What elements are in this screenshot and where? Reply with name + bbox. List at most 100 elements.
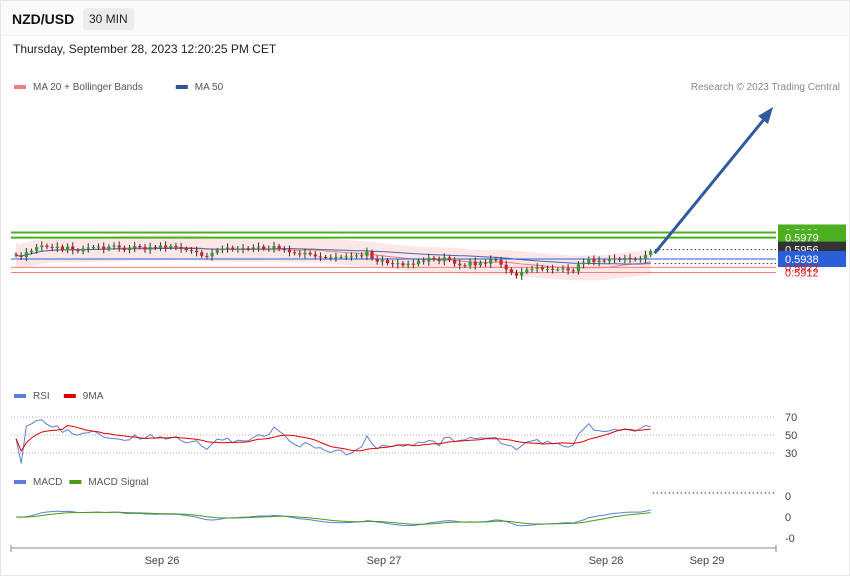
- candle-body: [241, 248, 245, 250]
- candle-body: [55, 246, 59, 249]
- rsi-legend-swatch-1: [63, 394, 76, 398]
- candle-body: [623, 257, 627, 261]
- candle-body: [576, 264, 581, 272]
- candle-body: [86, 247, 90, 249]
- candle-body: [293, 252, 297, 254]
- credit-text: Research © 2023 Trading Central: [691, 82, 840, 93]
- candle-body: [277, 246, 281, 250]
- candle-body: [499, 260, 503, 265]
- candle-body: [148, 247, 152, 250]
- candle-body: [489, 259, 493, 264]
- candle-body: [354, 255, 359, 257]
- candle-body: [29, 250, 34, 253]
- candle-body: [602, 260, 606, 262]
- candle-body: [50, 247, 54, 249]
- candle-body: [66, 246, 70, 251]
- candle-body: [375, 258, 379, 262]
- candle-body: [525, 269, 529, 272]
- main-legend-label-0: MA 20 + Bollinger Bands: [33, 82, 143, 93]
- candle-body: [231, 247, 235, 250]
- candle-body: [262, 246, 266, 249]
- candle-body: [251, 247, 255, 250]
- pivot-label-3: 0.5938: [785, 254, 819, 266]
- candle-body: [437, 259, 441, 262]
- candle-body: [406, 263, 410, 266]
- instrument-title: NZD/USD: [12, 11, 75, 27]
- macd-legend-label-0: MACD: [33, 477, 62, 488]
- x-tick-label-0: Sep 26: [145, 555, 180, 567]
- candle-body: [60, 246, 65, 251]
- candle-body: [205, 255, 209, 257]
- x-tick-label-1: Sep 27: [367, 555, 402, 567]
- candle-body: [561, 268, 565, 270]
- rsi-9ma-line: [15, 424, 651, 453]
- datetime-label: Thursday, September 28, 2023 12:20:25 PM…: [13, 42, 277, 56]
- candle-body: [329, 257, 333, 259]
- candle-body: [494, 259, 498, 261]
- candle-body: [453, 260, 457, 264]
- candle-body: [102, 246, 106, 250]
- main-legend-swatch-0: [14, 85, 26, 89]
- candle-body: [649, 251, 653, 255]
- candle-body: [164, 245, 168, 248]
- candle-body: [14, 254, 18, 256]
- candle-body: [628, 257, 632, 259]
- candle-body: [545, 268, 550, 270]
- candle-body: [153, 247, 157, 249]
- candle-body: [401, 263, 405, 266]
- timeframe-badge[interactable]: 30 MIN: [83, 8, 134, 30]
- candle-body: [612, 258, 617, 260]
- candle-body: [468, 261, 472, 266]
- candle-body: [597, 260, 601, 263]
- candle-body: [143, 247, 147, 250]
- candle-body: [107, 246, 111, 250]
- candle-body: [633, 259, 637, 260]
- candle-body: [349, 256, 353, 258]
- candle-body: [24, 252, 28, 257]
- candle-body: [200, 252, 204, 256]
- candle-body: [308, 252, 312, 255]
- macd-legend-label-1: MACD Signal: [88, 477, 148, 488]
- candle-body: [432, 257, 436, 260]
- candle-body: [45, 245, 49, 248]
- candle-body: [582, 262, 586, 265]
- candle-body: [169, 246, 173, 248]
- candle-body: [184, 248, 188, 251]
- candle-body: [91, 247, 95, 249]
- candle-body: [592, 258, 596, 263]
- candle-body: [287, 249, 292, 253]
- forecast-arrow-shaft: [653, 111, 772, 255]
- candle-body: [566, 268, 570, 271]
- candle-body: [179, 247, 183, 249]
- candle-body: [535, 267, 539, 269]
- candle-body: [303, 252, 307, 255]
- candle-body: [607, 258, 611, 262]
- bollinger-band: [16, 235, 651, 281]
- candle-body: [256, 246, 261, 248]
- rsi-level-label-1: 50: [785, 430, 797, 442]
- candle-body: [385, 260, 390, 264]
- candle-body: [556, 269, 560, 271]
- candle-body: [189, 250, 194, 252]
- candle-body: [272, 246, 276, 249]
- candle-body: [483, 262, 488, 264]
- candle-body: [416, 260, 421, 265]
- x-tick-label-3: Sep 29: [690, 555, 725, 567]
- candle-body: [551, 268, 555, 270]
- candle-body: [236, 249, 240, 251]
- macd-signal-line: [15, 511, 651, 525]
- candle-body: [138, 246, 142, 248]
- candle-body: [447, 257, 452, 261]
- candle-body: [158, 245, 163, 249]
- candle-body: [571, 270, 575, 272]
- candle-body: [458, 263, 462, 266]
- candle-body: [225, 247, 230, 249]
- candle-body: [122, 247, 126, 251]
- pivot-tag-3: [778, 251, 846, 267]
- candle-body: [313, 254, 317, 257]
- candle-body: [71, 246, 75, 251]
- candle-body: [643, 254, 648, 259]
- candle-body: [344, 256, 348, 258]
- candle-body: [587, 258, 591, 263]
- candle-body: [427, 257, 431, 262]
